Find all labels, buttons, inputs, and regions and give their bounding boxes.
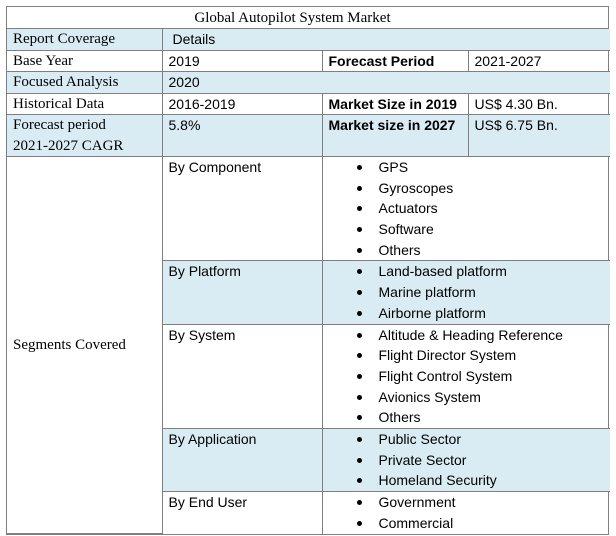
table-title: Global Autopilot System Market (7, 7, 608, 29)
base-year-label: Base Year (7, 49, 163, 72)
forecast-period-value: 2021-2027 (467, 49, 610, 72)
header-details: Details (161, 29, 610, 51)
market-size-2019-value: US$ 4.30 Bn. (467, 92, 610, 115)
segment-name: By Component (161, 155, 323, 262)
segment-items: GPS Gyroscopes Actuators Software Others (321, 155, 611, 262)
list-item: Private Sector (329, 450, 611, 471)
segment-name: By End User (162, 491, 323, 534)
header-row: Report Coverage Details (7, 29, 610, 51)
list-item: Flight Director System (329, 345, 611, 366)
historical-data-row: Historical Data 2016-2019 Market Size in… (7, 92, 610, 115)
list-item: Flight Control System (329, 366, 611, 387)
list-item: Software (329, 219, 611, 240)
list-item: Homeland Security (329, 470, 611, 490)
cagr-label-line2: 2021-2027 CAGR (13, 137, 124, 154)
list-item: Others (329, 240, 611, 260)
list-item: Actuators (329, 198, 611, 219)
list-item: Marine platform (329, 282, 611, 303)
segment-list: Government Commercial (329, 493, 611, 534)
focused-analysis-value: 2020 (161, 71, 610, 94)
list-item: Avionics System (329, 387, 611, 408)
cagr-value: 5.8% (161, 114, 323, 157)
segment-name: By Platform (162, 260, 323, 325)
list-item: Government (329, 493, 611, 513)
base-year-row: Base Year 2019 Forecast Period 2021-2027 (7, 49, 610, 72)
list-item: Others (329, 407, 611, 427)
market-size-2019-label: Market Size in 2019 (321, 92, 469, 115)
focused-analysis-row: Focused Analysis 2020 (7, 71, 610, 94)
historical-data-label: Historical Data (7, 92, 163, 115)
market-size-2027-label: Market size in 2027 (321, 114, 469, 157)
segment-row-platform: By Platform Land-based platform Marine p… (7, 260, 611, 325)
segment-list: Land-based platform Marine platform Airb… (329, 262, 611, 323)
segment-list: GPS Gyroscopes Actuators Software Others (329, 158, 611, 260)
details-table: Report Coverage Details Base Year 2019 F… (7, 29, 610, 534)
header-report-coverage: Report Coverage (7, 29, 163, 51)
cagr-label: Forecast period 2021-2027 CAGR (7, 114, 163, 157)
cagr-row: Forecast period 2021-2027 CAGR 5.8% Mark… (7, 114, 610, 157)
list-item: Commercial (329, 513, 611, 534)
segment-items: Altitude & Heading Reference Flight Dire… (321, 323, 611, 429)
list-item: GPS (329, 158, 611, 178)
segment-row-end-user: By End User Government Commercial (7, 491, 611, 534)
cagr-label-line1: Forecast period (13, 117, 106, 133)
segment-items: Land-based platform Marine platform Airb… (321, 260, 611, 325)
forecast-period-label: Forecast Period (321, 49, 469, 72)
list-item: Land-based platform (329, 262, 611, 282)
segment-list: Public Sector Private Sector Homeland Se… (329, 429, 611, 490)
focused-analysis-label: Focused Analysis (7, 71, 163, 94)
segments-covered-label: Segments Covered (7, 156, 163, 534)
base-year-value: 2019 (161, 49, 323, 72)
segment-row-system: By System Altitude & Heading Reference F… (7, 323, 611, 429)
list-item: Gyroscopes (329, 178, 611, 199)
list-item: Airborne platform (329, 303, 611, 323)
segment-row-component: Segments Covered By Component GPS Gyrosc… (7, 155, 611, 534)
list-item: Altitude & Heading Reference (329, 325, 611, 345)
segment-items: Public Sector Private Sector Homeland Se… (321, 427, 611, 493)
segment-list: Altitude & Heading Reference Flight Dire… (329, 325, 611, 427)
market-size-2027-value: US$ 6.75 Bn. (467, 114, 610, 157)
historical-data-value: 2016-2019 (161, 92, 323, 115)
list-item: Public Sector (329, 429, 611, 449)
report-coverage-table: Global Autopilot System Market Report Co… (6, 6, 610, 535)
segment-name: By System (162, 323, 323, 429)
segment-items: Government Commercial (321, 491, 611, 534)
segment-name: By Application (162, 427, 323, 493)
